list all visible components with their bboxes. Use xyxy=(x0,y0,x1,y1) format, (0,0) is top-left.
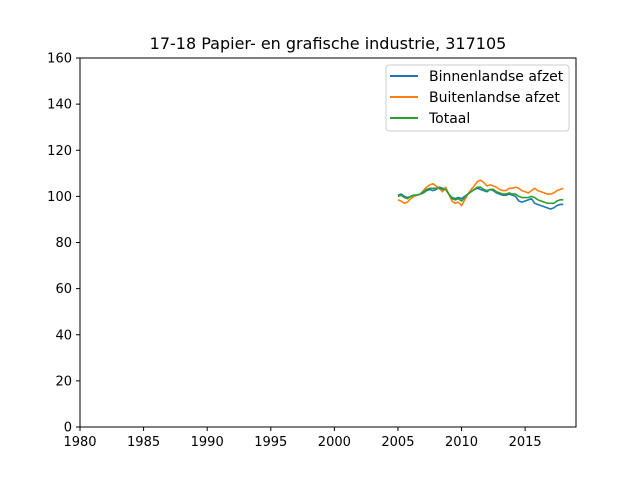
series-line-1 xyxy=(397,179,564,207)
x-tick-label: 2000 xyxy=(318,435,351,450)
y-tick-label: 40 xyxy=(55,328,72,343)
y-tick-label: 20 xyxy=(55,374,72,389)
x-tick-label: 1995 xyxy=(254,435,287,450)
y-tick-label: 140 xyxy=(47,98,72,113)
y-tick-label: 0 xyxy=(64,421,72,436)
y-tick-label: 100 xyxy=(47,190,72,205)
series-line-0 xyxy=(397,186,564,210)
chart-title: 17-18 Papier- en grafische industrie, 31… xyxy=(150,34,507,53)
series-layer xyxy=(397,179,564,210)
y-tick-label: 120 xyxy=(47,144,72,159)
legend-label-2: Totaal xyxy=(428,111,470,127)
y-tick-label: 60 xyxy=(55,282,72,297)
legend-label-0: Binnenlandse afzet xyxy=(429,69,564,85)
series-line-2 xyxy=(397,186,564,205)
y-tick-label: 160 xyxy=(47,52,72,67)
y-tick-label: 80 xyxy=(55,236,72,251)
legend-label-1: Buitenlandse afzet xyxy=(429,90,560,106)
x-tick-label: 1985 xyxy=(127,435,160,450)
x-tick-label: 1980 xyxy=(63,435,96,450)
x-tick-label: 2010 xyxy=(445,435,478,450)
axes-layer: 1980 1985 1990 1995 2000 2005 2010 2015 0 20 40 60 8… xyxy=(47,52,577,450)
legend-box xyxy=(385,64,570,132)
x-tick-label: 2015 xyxy=(509,435,542,450)
x-tick-label: 2005 xyxy=(381,435,414,450)
x-tick-label: 1990 xyxy=(191,435,224,450)
legend: Binnenlandse afzet Buitenlandse afzet Tota… xyxy=(385,64,570,132)
